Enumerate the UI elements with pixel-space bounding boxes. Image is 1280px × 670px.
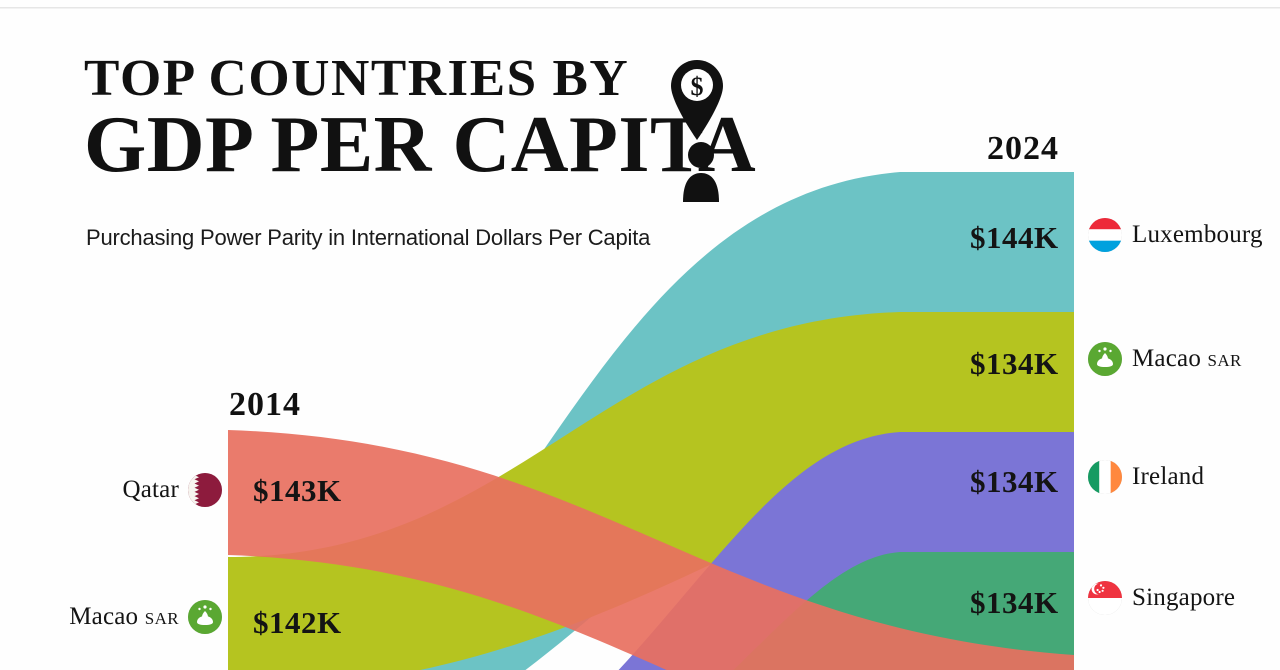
top-divider-secondary [0, 8, 1280, 9]
country-name-ireland: Ireland [1132, 463, 1205, 490]
value-label-luxembourg: $144K [970, 220, 1059, 255]
node-label-qatar-2014[interactable]: Qatar [40, 473, 222, 507]
macao-flag-icon [1088, 342, 1122, 376]
country-name-macao-2014: Macao SAR [69, 603, 179, 630]
flow-qatar [228, 430, 1074, 670]
axis-label-2014: 2014 [229, 386, 301, 423]
qatar-flag-icon [188, 473, 222, 507]
svg-text:$: $ [691, 72, 704, 101]
axis-label-2024: 2024 [987, 130, 1059, 167]
node-label-macao-2024[interactable]: Macao SAR [1088, 342, 1242, 376]
node-label-luxembourg-2024[interactable]: Luxembourg [1088, 218, 1263, 252]
dollar-map-pin-icon: $ [671, 60, 723, 140]
node-label-macao-2014[interactable]: Macao SAR [10, 600, 222, 634]
value-label-ireland: $134K [970, 464, 1059, 499]
node-label-ireland-2024[interactable]: Ireland [1088, 460, 1204, 494]
page-subtitle: Purchasing Power Parity in International… [86, 225, 651, 250]
country-name-luxembourg: Luxembourg [1132, 221, 1263, 248]
country-name-qatar: Qatar [122, 476, 179, 503]
top-divider [0, 7, 1280, 8]
title-block: TOP COUNTRIES BY GDP PER CAPITA [84, 53, 904, 189]
singapore-flag-icon [1088, 581, 1122, 615]
macao-flag-icon [188, 600, 222, 634]
country-name-macao-2024: Macao SAR [1132, 345, 1242, 372]
ireland-flag-icon [1088, 460, 1122, 494]
node-label-singapore-2024[interactable]: Singapore [1088, 581, 1235, 615]
luxembourg-flag-icon [1088, 218, 1122, 252]
person-silhouette-icon [683, 142, 719, 202]
page-title-line2: GDP PER CAPITA [84, 100, 757, 189]
value-label-qatar: $143K [253, 473, 342, 508]
country-name-singapore: Singapore [1132, 584, 1236, 611]
value-label-macao-2014: $142K [253, 605, 342, 640]
value-label-singapore: $134K [970, 585, 1059, 620]
value-label-macao-2024: $134K [970, 346, 1059, 381]
page-title-line1: TOP COUNTRIES BY [84, 50, 630, 107]
